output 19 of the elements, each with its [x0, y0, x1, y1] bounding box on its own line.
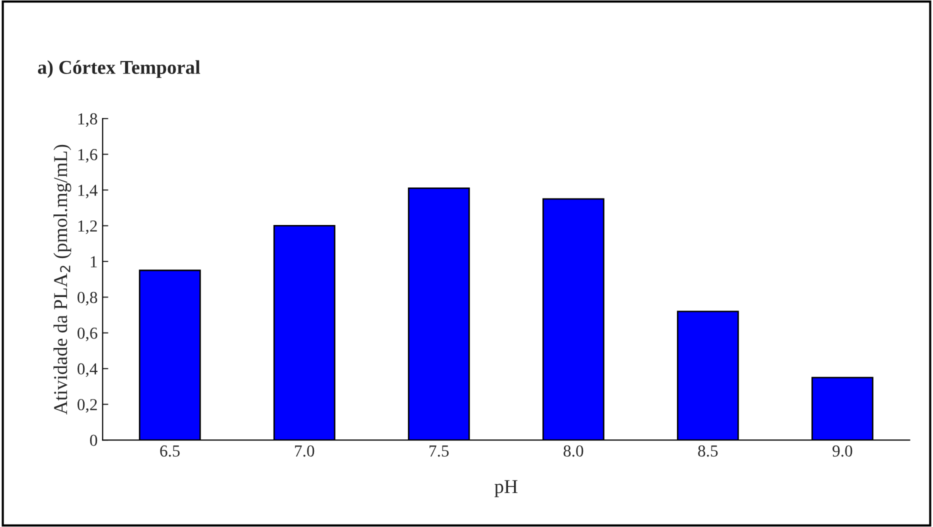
y-tick-label: 0: [90, 434, 98, 446]
y-tick-label: 1: [90, 256, 97, 268]
x-tick-label: 7.0: [295, 445, 314, 457]
x-tick-label: 9.0: [832, 445, 852, 457]
y-tick-label: 0,8: [78, 292, 98, 306]
y-axis-title: Atividade da PLA$_{2}$ (pmol.mg/mL): [53, 144, 72, 415]
x-tick-label: 8.5: [698, 445, 718, 457]
y-tick-label: 0,2: [78, 399, 97, 413]
y-tick-label: 1,4: [78, 184, 98, 198]
y-tick-label: 0,6: [78, 328, 98, 342]
y-tick-label: 1,6: [78, 149, 98, 163]
x-tick-label: 7.5: [430, 446, 449, 457]
y-tick-label: 0,4: [78, 363, 98, 377]
y-tick-label: 1,2: [78, 220, 97, 234]
x-tick-label: 6.5: [160, 445, 180, 457]
chart-title: a) Córtex Temporal: [38, 60, 200, 78]
y-tick-label: 1,8: [78, 113, 98, 127]
x-tick-label: 8.0: [564, 445, 584, 457]
x-axis-title: pH: [494, 480, 518, 498]
